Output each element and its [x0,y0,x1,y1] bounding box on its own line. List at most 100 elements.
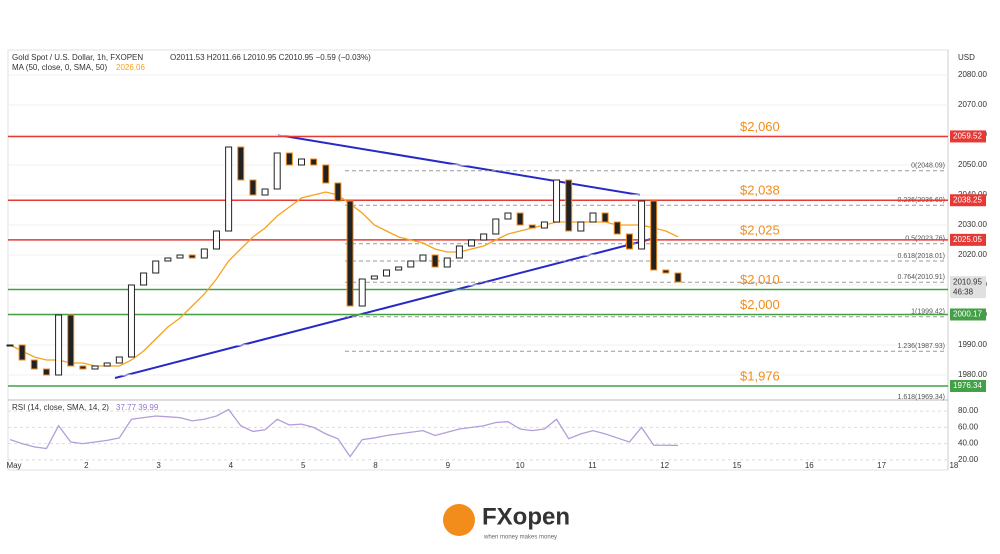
fib-label: 1.236(1987.93) [898,343,945,350]
currency: USD [958,53,975,62]
candle [261,188,269,196]
logo: FXopen when money makes money [443,503,570,541]
x-tick-label: 10 [516,461,525,470]
candle [115,356,123,364]
x-tick-label: 17 [877,461,886,470]
rsi-line [9,408,679,458]
candle [237,146,245,181]
level-label: $2,060 [740,119,780,134]
candle [589,212,597,223]
x-tick-label: 16 [805,461,814,470]
last-price-tag [950,276,986,299]
x-tick-label: 2 [84,461,89,470]
candle [103,362,111,367]
candle [200,248,208,259]
candle [6,344,14,347]
level-label: $1,976 [740,368,780,383]
candle [67,314,75,367]
candle [273,152,281,190]
x-tick-label: 11 [588,461,597,470]
rsi-tick-label: 40.00 [958,439,979,448]
price-tag-label: 1976.34 [953,381,982,390]
brand: FXopen [482,503,570,530]
candle [383,269,391,277]
candle [407,260,415,268]
candle [662,269,670,274]
candle [188,254,196,259]
ma-label: MA (50, close, 0, SMA, 50) [12,63,107,72]
candle [140,272,148,286]
candle [480,233,488,241]
candle [613,221,621,235]
candle [127,284,135,358]
candle [443,257,451,268]
candle [431,254,439,268]
candle [358,278,366,307]
candle [601,212,609,223]
level-label: $2,025 [740,222,780,237]
candle [674,272,682,283]
candle [650,200,658,271]
y-tick-label: 2030.00 [958,220,987,229]
candle [164,257,172,262]
level-label: $2,000 [740,297,780,312]
price-tag [950,194,986,207]
candle [322,164,330,184]
x-tick-label: May [6,461,21,470]
candle [540,221,548,229]
candle [310,158,318,166]
x-tick-label: 9 [446,461,451,470]
price-tag-label: 2059.52 [953,132,982,141]
x-tick-label: 15 [733,461,742,470]
fib-label: 1.618(1969.34) [898,394,945,401]
level-label: $2,010 [740,272,780,287]
level-label: $2,038 [740,183,780,198]
x-tick-label: 5 [301,461,306,470]
rsi-value: 37.77 39.99 [116,403,159,412]
y-tick-label: 2070.00 [958,100,987,109]
price-tag-label: 2025.05 [953,235,982,244]
candle [395,266,403,271]
x-tick-label: 12 [660,461,669,470]
candle [565,179,573,232]
ohlc: O2011.53 H2011.66 L2010.95 C2010.95 −0.5… [170,53,371,62]
x-tick-label: 4 [229,461,234,470]
rsi-tick-label: 80.00 [958,406,979,415]
y-tick-label: 2050.00 [958,160,987,169]
price-tag-label: 2000.17 [953,310,982,319]
candle [370,275,378,280]
x-tick-label: 8 [373,461,378,470]
x-tick-label: 18 [949,461,958,470]
price-tag [950,379,986,392]
candle [225,146,233,232]
candle [285,152,293,166]
candle [55,314,63,376]
y-tick-label: 2020.00 [958,250,987,259]
candle [516,212,524,226]
y-tick-label: 2080.00 [958,70,987,79]
candle [638,200,646,250]
logo-icon [443,504,475,536]
last-timer: 46:38 [953,287,974,296]
rsi-label: RSI (14, close, SMA, 14, 2) [12,403,109,412]
candle [249,179,257,196]
price-tag [950,130,986,143]
candle [528,224,536,229]
candle [492,218,500,235]
candle [152,260,160,274]
candle [346,200,354,307]
fib-label: 1(1999.42) [911,309,945,316]
price-tag [950,233,986,246]
candle [625,233,633,250]
candle [468,239,476,247]
candle [30,359,38,370]
candle [577,221,585,232]
candle [42,368,50,376]
candle [455,245,463,259]
candle [553,179,561,223]
y-tick-label: 1980.00 [958,370,987,379]
candle [176,254,184,259]
candle [79,365,87,370]
candle [212,230,220,250]
